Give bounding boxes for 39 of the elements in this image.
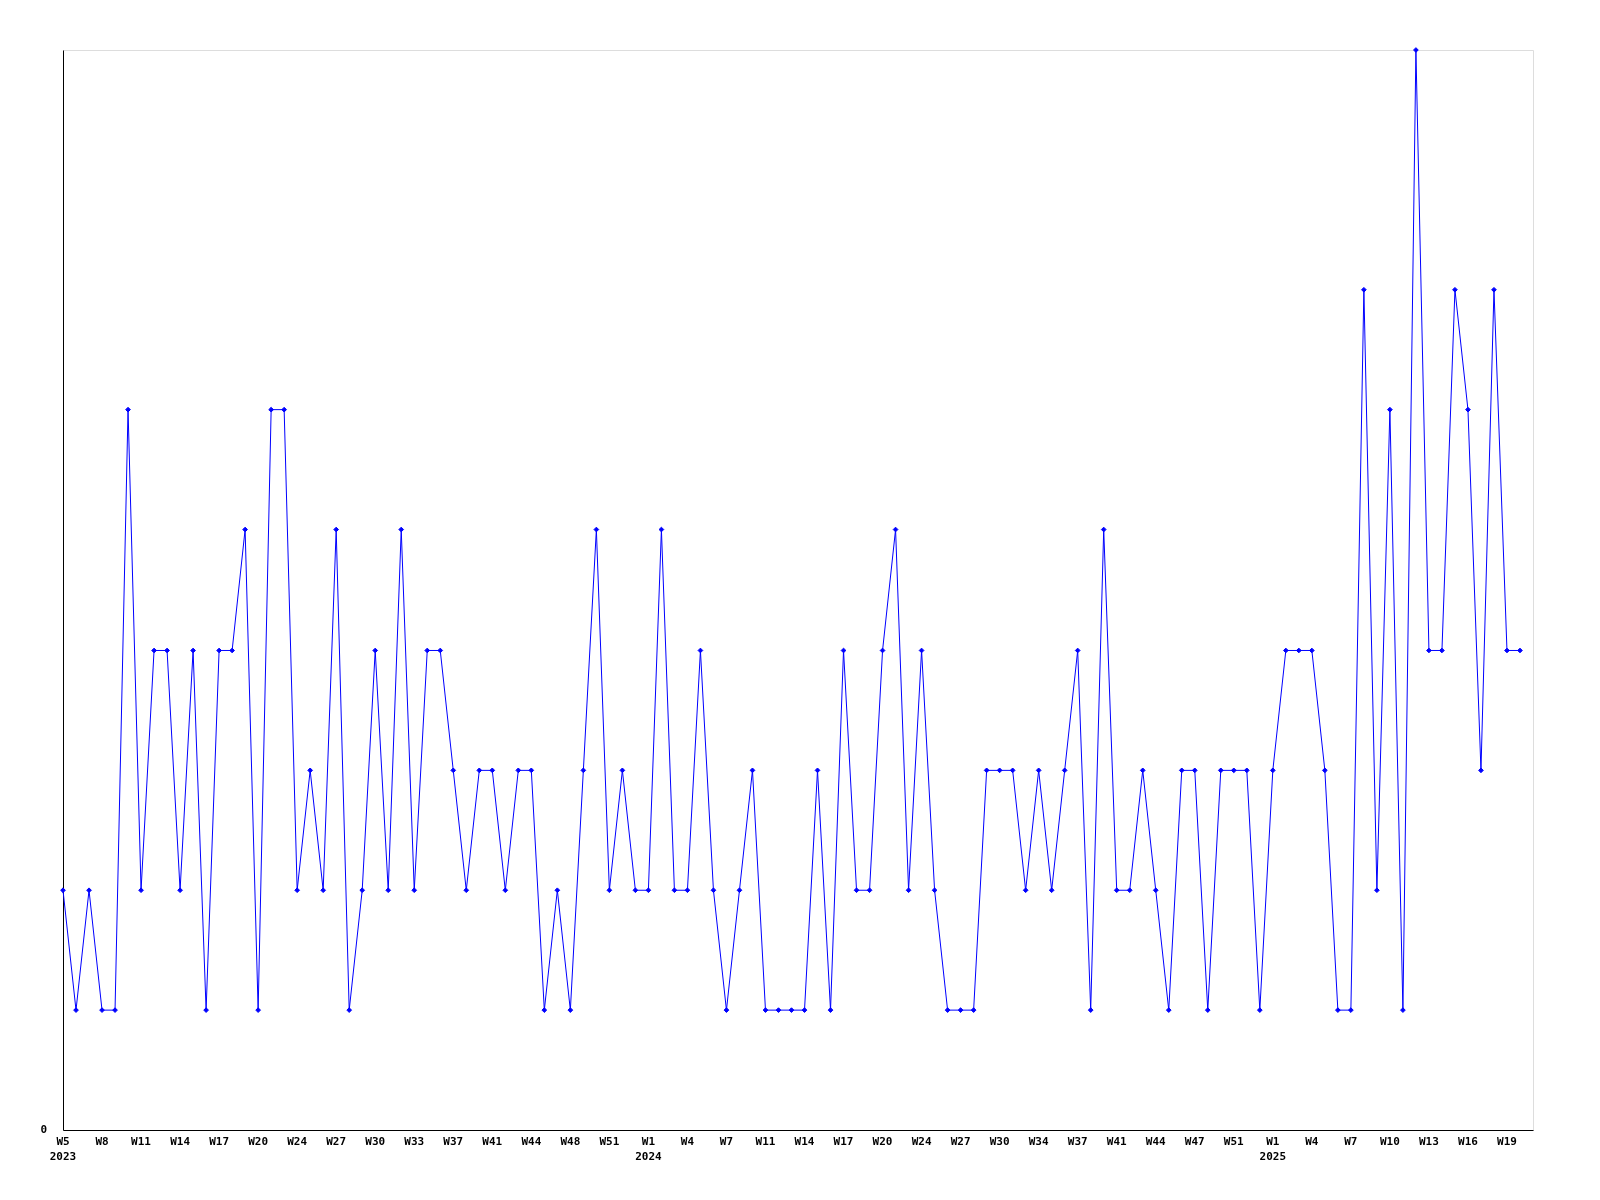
x-tick-label: W37 [1067, 1135, 1088, 1148]
x-tick-label: W41 [482, 1135, 503, 1148]
x-tick-label: W30 [365, 1135, 386, 1148]
x-tick-label: W48 [560, 1135, 581, 1148]
x-tick-label: W44 [1145, 1135, 1167, 1148]
x-tick-label: W7 [1344, 1135, 1358, 1148]
x-tick-label: W17 [209, 1135, 230, 1148]
x-tick-label: W41 [1106, 1135, 1128, 1148]
x-tick-label: W24 [911, 1135, 932, 1148]
text: 0 [40, 1123, 47, 1136]
x-tick-label: W24 [287, 1135, 308, 1148]
x-tick-label: W27 [326, 1135, 347, 1148]
x-tick-label: W11 [131, 1135, 152, 1148]
x-tick-label: W20 [872, 1135, 893, 1148]
x-tick-label: W47 [1184, 1135, 1205, 1148]
x-tick-label: W51 [599, 1135, 620, 1148]
x-tick-label: W11 [755, 1135, 776, 1148]
x-tick-label: W7 [719, 1135, 734, 1148]
x-tick-label: W19 [1497, 1135, 1517, 1148]
x-tick-label: W14 [170, 1135, 191, 1148]
x-tick-label: W33 [404, 1135, 425, 1148]
x-tick-label: W37 [443, 1135, 464, 1148]
x-tick-label: W30 [989, 1135, 1010, 1148]
x-tick-label: W51 [1223, 1135, 1245, 1148]
x-tick-label: W14 [794, 1135, 815, 1148]
x-tick-label: W4 [680, 1135, 695, 1148]
x-tick-label: W4 [1305, 1135, 1319, 1148]
x-tick-label: W20 [248, 1135, 269, 1148]
x-tick-label: W16 [1458, 1135, 1479, 1148]
x-tick-label: W13 [1418, 1135, 1439, 1148]
x-tick-label: W27 [950, 1135, 971, 1148]
x-tick-label: W1 2024 [635, 1135, 663, 1163]
x-tick-label: W8 [95, 1135, 109, 1148]
x-tick-label: W10 [1379, 1135, 1400, 1148]
x-tick-label: W5 2023 [49, 1135, 77, 1163]
x-tick-label: W17 [833, 1135, 854, 1148]
x-tick-label: W34 [1028, 1135, 1049, 1148]
x-tick-label: W1 2025 [1259, 1135, 1287, 1163]
x-tick-label: W44 [521, 1135, 542, 1148]
